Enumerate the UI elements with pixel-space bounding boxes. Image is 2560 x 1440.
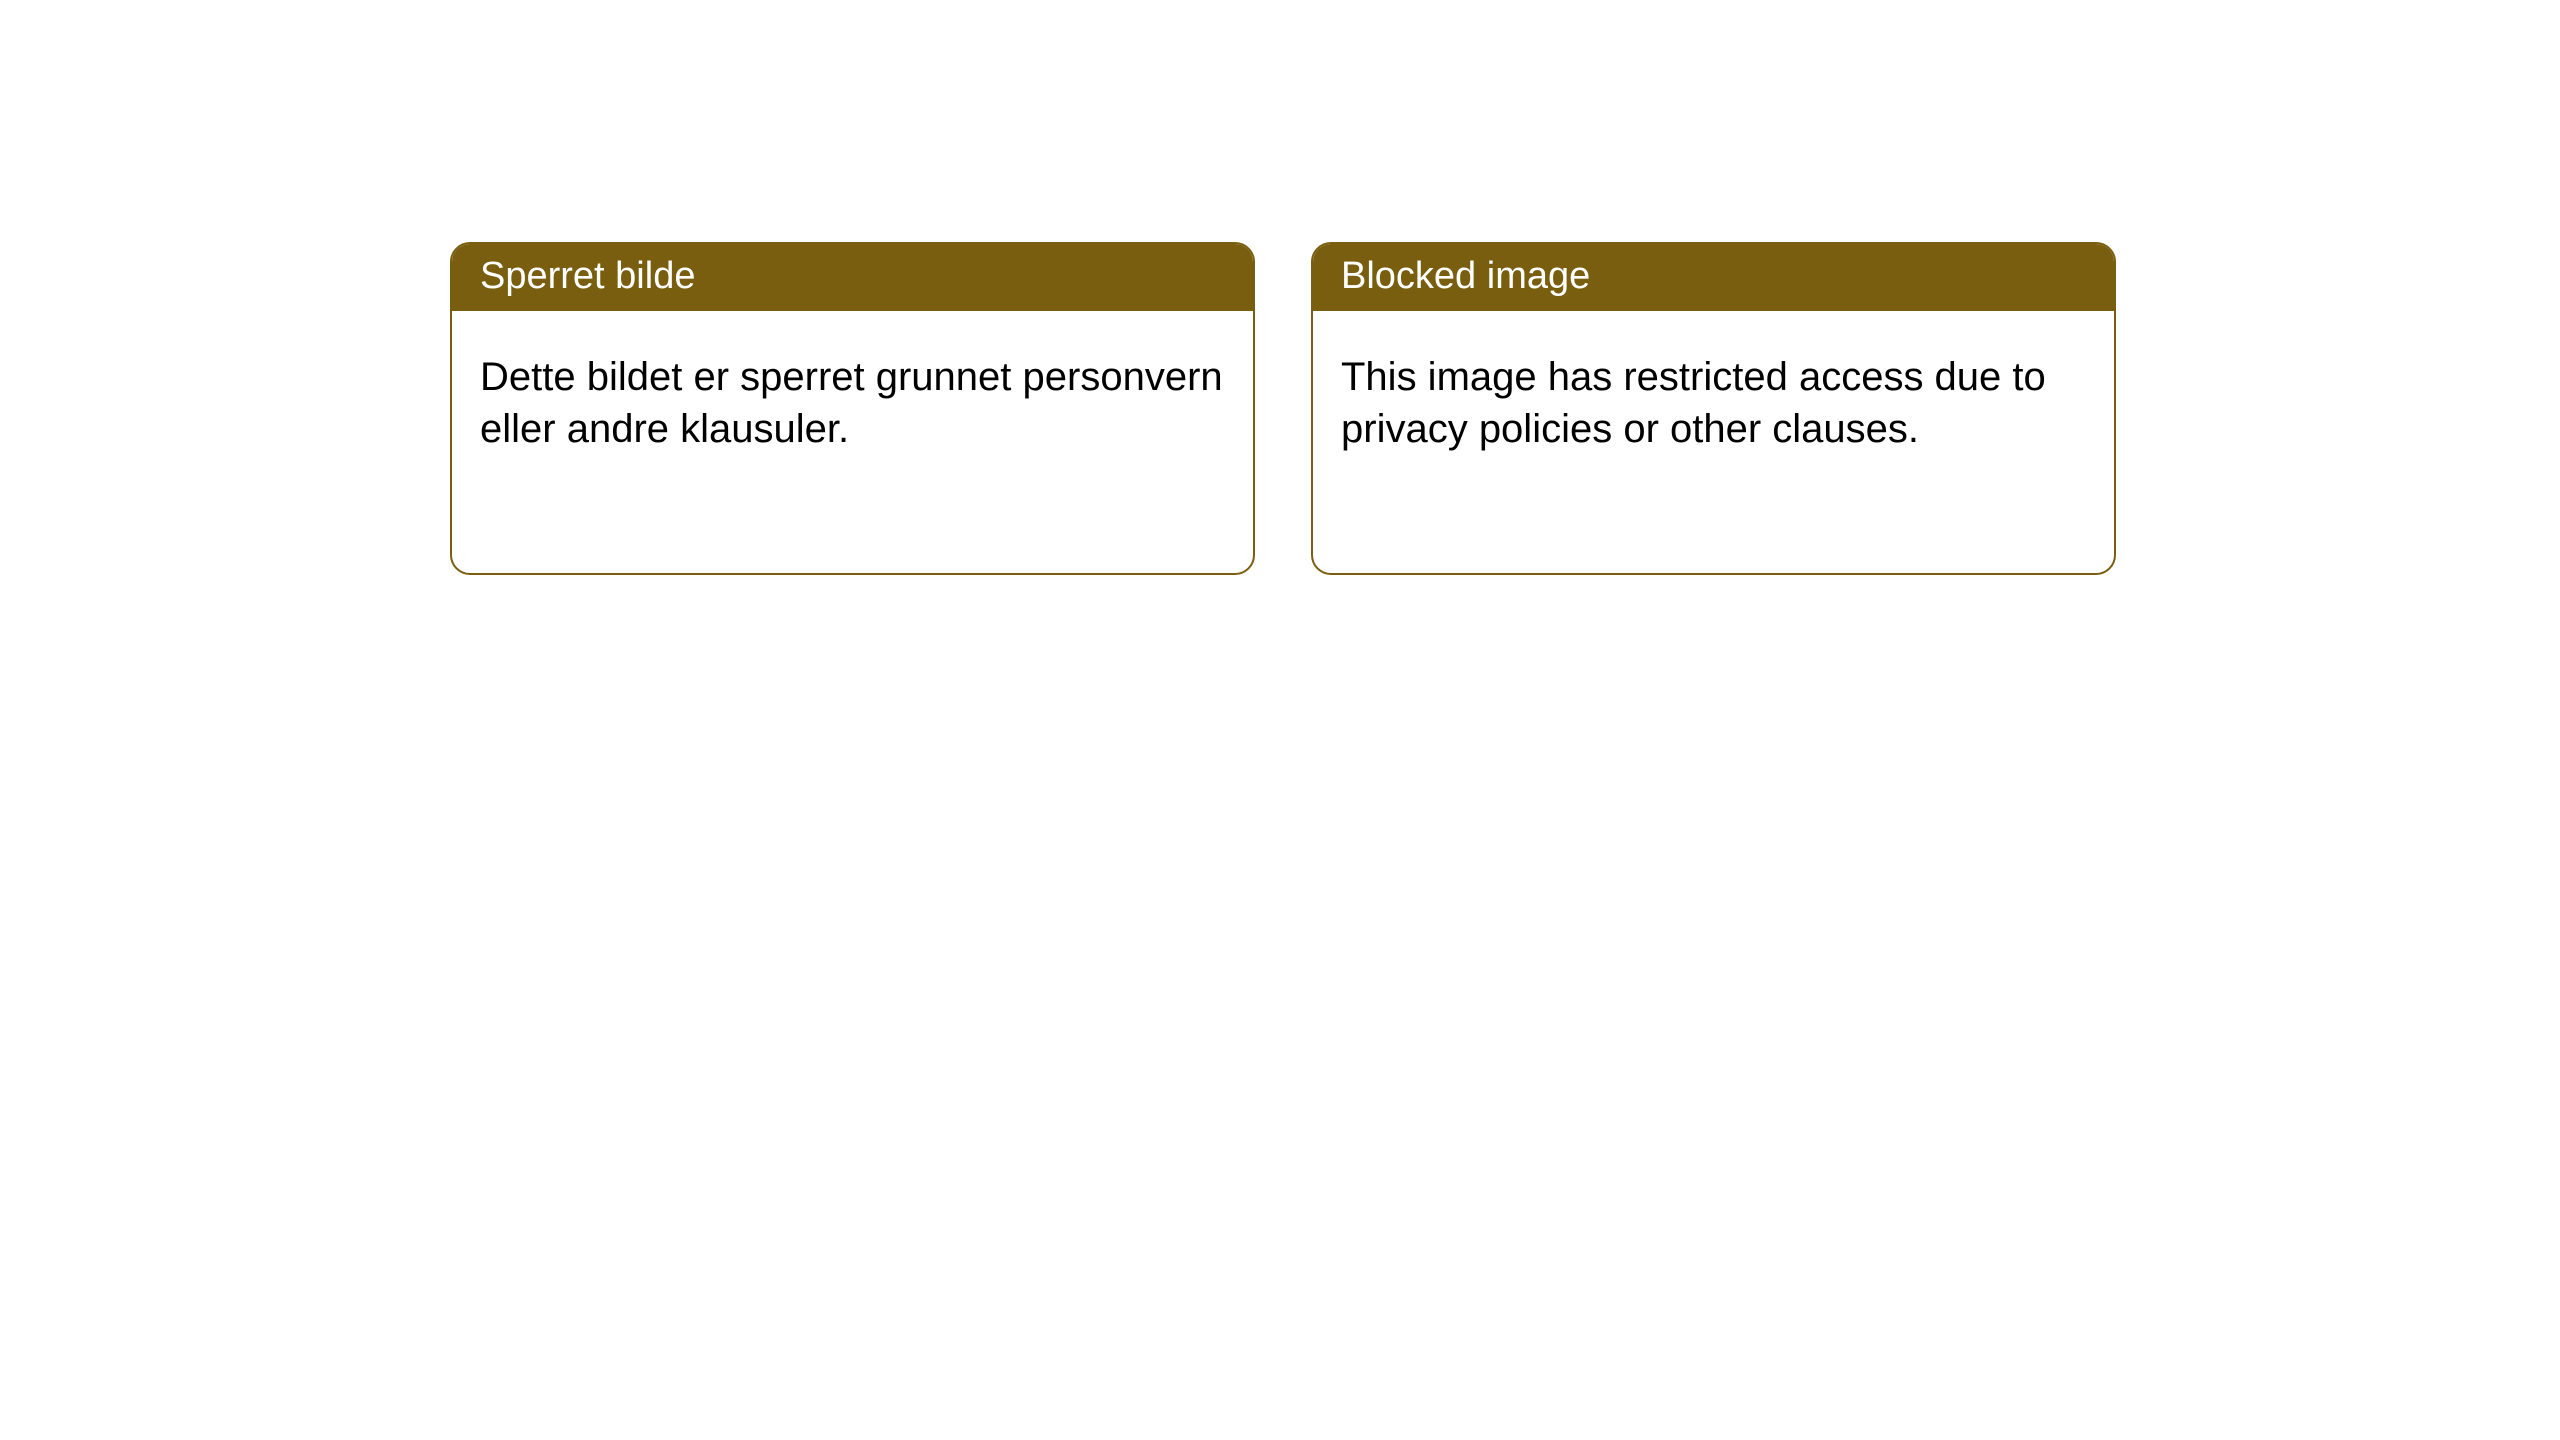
notice-body-norwegian: Dette bildet er sperret grunnet personve… — [452, 311, 1253, 483]
notice-body-english: This image has restricted access due to … — [1313, 311, 2114, 483]
notice-container: Sperret bilde Dette bildet er sperret gr… — [0, 0, 2560, 575]
notice-title-english: Blocked image — [1313, 244, 2114, 311]
notice-title-norwegian: Sperret bilde — [452, 244, 1253, 311]
notice-card-english: Blocked image This image has restricted … — [1311, 242, 2116, 575]
notice-card-norwegian: Sperret bilde Dette bildet er sperret gr… — [450, 242, 1255, 575]
